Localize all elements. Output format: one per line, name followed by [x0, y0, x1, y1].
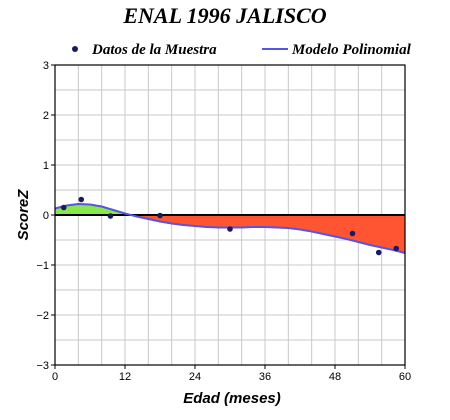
data-point	[227, 226, 233, 232]
legend-label-modelo: Modelo Polinomial	[291, 42, 412, 58]
x-tick-label: 48	[329, 371, 341, 383]
y-tick-label: 0	[43, 210, 49, 222]
legend-label-datos: Datos de la Muestra	[91, 42, 217, 58]
y-tick-label: −2	[36, 310, 49, 322]
negative-fill-area	[130, 215, 405, 253]
positive-fill-area	[55, 204, 131, 215]
x-axis-label: Edad (meses)	[183, 390, 281, 407]
data-point	[78, 196, 85, 203]
x-tick-label: 24	[189, 371, 201, 383]
y-tick-label: 2	[43, 110, 49, 122]
data-point	[393, 245, 400, 252]
x-tick-label: 60	[399, 371, 411, 383]
x-tick-label: 36	[259, 371, 271, 383]
data-point	[349, 230, 356, 237]
legend: Datos de la Muestra Modelo Polinomial	[72, 42, 412, 58]
data-point	[375, 249, 382, 256]
y-axis-label: ScoreZ	[15, 189, 32, 241]
x-tick-label: 12	[119, 371, 131, 383]
y-tick-label: −3	[36, 360, 49, 372]
data-point	[60, 204, 67, 211]
legend-marker-datos	[72, 46, 78, 52]
data-point	[157, 212, 163, 219]
data-point	[107, 213, 114, 219]
y-tick-label: 1	[43, 160, 49, 172]
y-tick-label: 3	[43, 60, 49, 72]
x-tick-label: 0	[52, 371, 58, 383]
chart-title: ENAL 1996 JALISCO	[122, 3, 326, 28]
y-tick-label: −1	[36, 260, 49, 272]
